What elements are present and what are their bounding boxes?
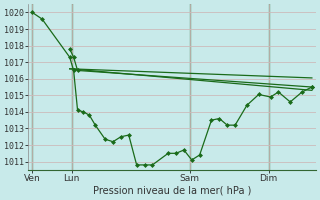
X-axis label: Pression niveau de la mer( hPa ): Pression niveau de la mer( hPa ) (93, 186, 251, 196)
